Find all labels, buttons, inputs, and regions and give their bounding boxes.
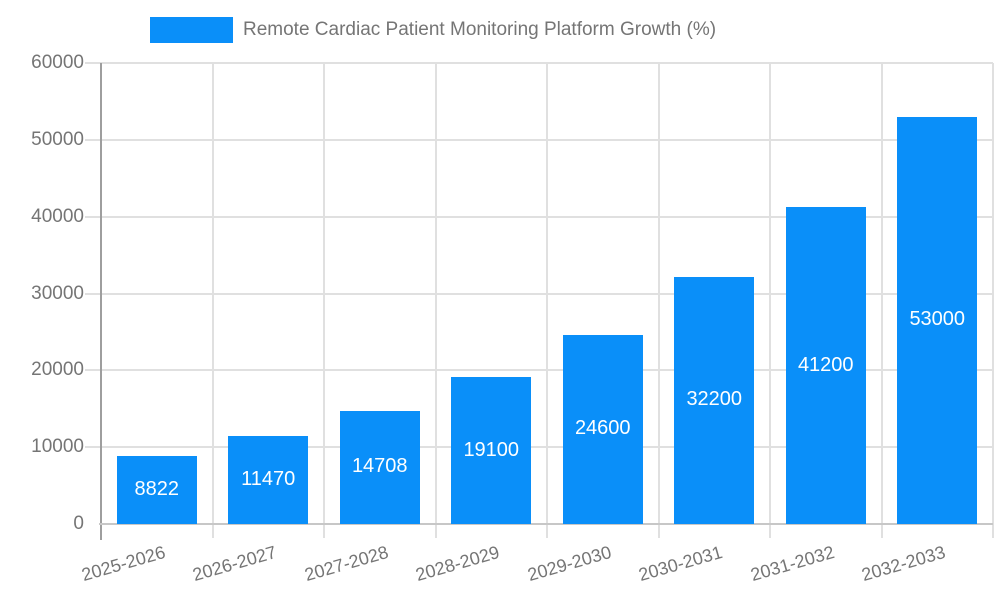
bar: [897, 116, 978, 524]
gridline-vertical: [769, 63, 771, 538]
y-tick-label: 10000: [31, 436, 84, 458]
gridline-vertical: [323, 63, 325, 538]
gridline-vertical: [992, 63, 994, 538]
bar: [674, 276, 755, 524]
bar: [228, 435, 309, 524]
y-tick-label: 0: [73, 513, 84, 534]
x-tick-label: 2029-2030: [524, 542, 614, 585]
y-tick-label: 40000: [31, 205, 84, 227]
x-tick-label: 2028-2029: [413, 542, 502, 585]
x-tick-label: 2030-2031: [636, 542, 725, 585]
chart-legend: Remote Cardiac Patient Monitoring Platfo…: [150, 17, 716, 43]
y-tick-label: 30000: [31, 282, 84, 304]
x-axis-line: [99, 523, 993, 525]
bar-value-label: 53000: [909, 308, 966, 331]
gridline-vertical: [657, 63, 660, 538]
y-tick-label: 20000: [31, 359, 84, 381]
bar-value-label: 11470: [241, 467, 296, 490]
gridline-horizontal: [85, 138, 993, 141]
y-axis-line: [100, 63, 102, 540]
x-tick-label: 2025-2026: [78, 542, 168, 585]
legend-swatch: [150, 17, 233, 43]
legend-label: Remote Cardiac Patient Monitoring Platfo…: [243, 19, 717, 40]
bar: [339, 410, 420, 524]
x-tick-label: 2031-2032: [747, 542, 837, 585]
gridline-horizontal: [85, 62, 993, 64]
bar: [785, 207, 866, 524]
bar-value-label: 32200: [686, 388, 743, 411]
bar-value-label: 8822: [134, 478, 180, 501]
bar-value-label: 41200: [797, 353, 854, 376]
x-tick-label: 2032-2033: [859, 542, 948, 585]
x-tick-label: 2026-2027: [190, 542, 279, 585]
gridline-horizontal: [85, 292, 993, 295]
gridline-vertical: [546, 63, 548, 538]
gridline-vertical: [434, 63, 437, 538]
bar: [116, 456, 197, 524]
bar: [562, 334, 643, 524]
bar-value-label: 19100: [463, 438, 520, 461]
gridline-horizontal: [85, 446, 993, 449]
gridline-horizontal: [85, 215, 993, 218]
bar: [451, 377, 532, 524]
bar-value-label: 24600: [574, 417, 631, 440]
y-tick-label: 50000: [31, 128, 84, 150]
bar-value-label: 14708: [351, 455, 408, 478]
gridline-horizontal: [85, 369, 993, 372]
x-tick-label: 2027-2028: [301, 542, 391, 585]
y-tick-label: 60000: [31, 52, 84, 73]
gridline-vertical: [211, 63, 214, 538]
gridline-vertical: [880, 63, 883, 538]
